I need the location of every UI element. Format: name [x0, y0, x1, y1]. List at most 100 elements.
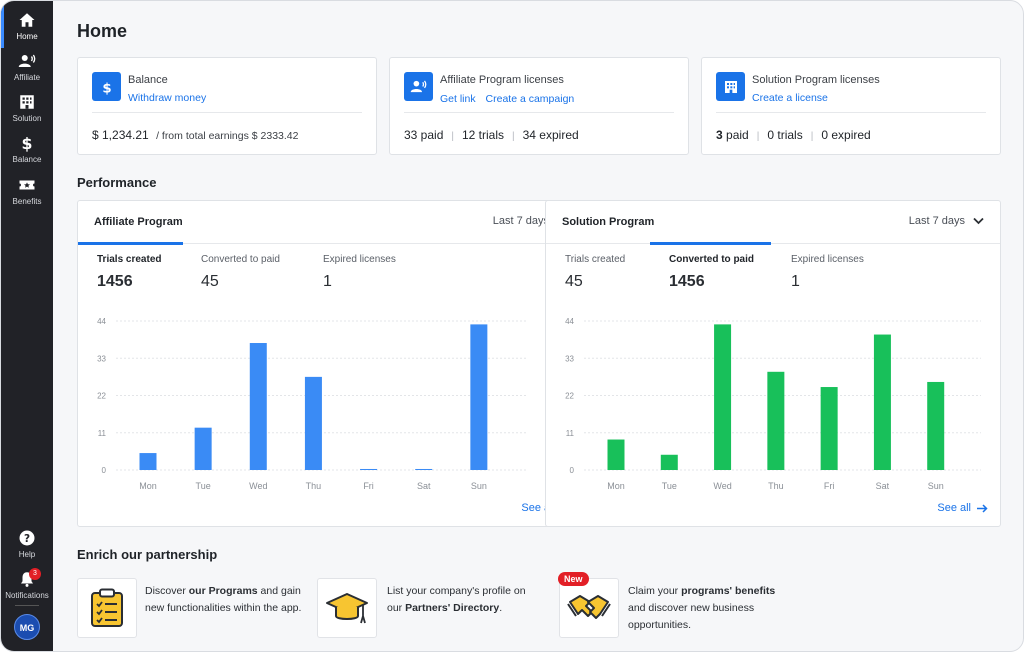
affiliate-links: Get link Create a campaign [440, 93, 581, 105]
total-earnings-text: / from total earnings $ 2333.42 [156, 130, 299, 142]
benefits-tile-icon-box[interactable] [559, 578, 619, 638]
ticket-icon [19, 180, 35, 190]
solution-program-title: Solution Program [562, 216, 655, 228]
sidebar-item-affiliate[interactable]: Affiliate [1, 49, 53, 89]
enrich-text-bold: Partners' Directory [405, 602, 500, 614]
dollar-icon: $ [92, 72, 121, 101]
directory-tile-icon-box[interactable] [317, 578, 377, 638]
home-icon [19, 13, 35, 27]
metric-tab-trials-created[interactable]: Trials created [565, 254, 626, 265]
y-tick-label: 11 [566, 429, 575, 438]
y-tick-label: 22 [97, 392, 106, 401]
bar-sat[interactable] [873, 334, 891, 470]
x-tick-label: Fri [363, 481, 374, 491]
bar-wed[interactable] [714, 324, 732, 470]
enrich-text-bold: programs' benefits [681, 585, 776, 597]
bar-wed[interactable] [249, 343, 267, 470]
trials-word: trials [777, 128, 803, 142]
y-tick-label: 22 [565, 392, 574, 401]
x-tick-label: Fri [824, 481, 835, 491]
enrich-title: Enrich our partnership [77, 547, 218, 562]
arrow-right-icon [977, 503, 988, 513]
create-license-link[interactable]: Create a license [752, 92, 828, 104]
notifications-button[interactable]: Notifications [1, 567, 53, 607]
see-all-label: See all [937, 502, 971, 514]
solution-performance-card: Solution Program Last 7 days Trials crea… [545, 200, 1001, 527]
x-tick-label: Tue [662, 481, 677, 491]
metric-tab-expired-licenses[interactable]: Expired licenses [791, 254, 864, 265]
balance-links: Withdraw money [128, 92, 213, 104]
bar-mon[interactable] [607, 439, 625, 470]
balance-amount: $ 1,234.21 [92, 128, 149, 142]
withdraw-money-link[interactable]: Withdraw money [128, 92, 207, 104]
metric-value-trials-created: 1456 [97, 273, 133, 290]
metric-tab-converted-to-paid[interactable]: Converted to paid [669, 254, 755, 265]
y-tick-label: 44 [97, 317, 106, 326]
bar-sun[interactable] [927, 381, 945, 470]
dollar-icon: $ [22, 134, 33, 152]
sidebar-item-home[interactable]: Home [1, 4, 53, 48]
sidebar-item-label: Balance [12, 155, 42, 164]
divider [78, 243, 584, 244]
y-tick-label: 0 [570, 466, 575, 475]
sidebar-divider [15, 605, 39, 606]
programs-tile-icon-box[interactable] [77, 578, 137, 638]
see-all-link[interactable]: See all [937, 502, 988, 514]
bar-thu[interactable] [304, 376, 322, 470]
y-tick-label: 33 [565, 354, 574, 363]
solution-bar-chart: 0 11 22 33 44 Mon Tue Wed Thu Fri Sat Sun [565, 317, 981, 491]
affiliate-stats: 33 paid | 12 trials | 34 expired [404, 128, 579, 142]
expired-count: 34 expired [522, 128, 579, 142]
metric-value-converted-to-paid: 45 [201, 273, 219, 290]
expired-count: 0 [821, 128, 828, 142]
bar-thu[interactable] [767, 371, 785, 470]
paid-count: 3 [716, 128, 723, 142]
trials-count: 0 [767, 128, 775, 142]
metric-value-expired-licenses: 1 [323, 273, 332, 290]
metric-tab-trials-created[interactable]: Trials created [97, 254, 162, 265]
solution-links: Create a license [752, 92, 835, 104]
bar-fri[interactable] [820, 387, 838, 470]
metric-tab-expired-licenses[interactable]: Expired licenses [323, 254, 396, 265]
balance-title: Balance [128, 74, 168, 86]
x-tick-label: Thu [306, 481, 322, 491]
graduation-cap-icon [326, 593, 368, 624]
enrich-text-part: List your company's profile on our [387, 585, 526, 614]
enrich-text-part: . [499, 602, 503, 614]
avatar[interactable]: MG [14, 614, 40, 640]
bar-sun[interactable] [470, 324, 488, 470]
bar-fri[interactable] [360, 468, 378, 470]
y-tick-label: 44 [565, 317, 574, 326]
enrich-text-part: Discover [145, 585, 189, 597]
svg-text:$: $ [22, 134, 33, 152]
active-tab-indicator [650, 242, 771, 245]
programs-tile-text: Discover our Programs and gain new funct… [145, 583, 305, 617]
balance-card: $ Balance Withdraw money $ 1,234.21 / fr… [77, 57, 377, 155]
affiliate-licenses-card: Affiliate Program licenses Get link Crea… [389, 57, 689, 155]
bar-tue[interactable] [194, 427, 212, 470]
svg-text:?: ? [24, 533, 30, 545]
chevron-down-icon [973, 217, 984, 225]
help-button[interactable]: ? Help [1, 526, 53, 566]
bar-mon[interactable] [139, 453, 157, 470]
date-range-dropdown[interactable]: Last 7 days [909, 215, 984, 227]
bar-tue[interactable] [660, 454, 678, 470]
sidebar-item-solution[interactable]: Solution [1, 90, 53, 130]
x-tick-label: Wed [249, 481, 267, 491]
help-icon: ? [19, 530, 35, 546]
performance-title: Performance [77, 175, 157, 190]
sidebar: Home Affiliate Solution $ Balance [1, 1, 53, 651]
directory-tile-text: List your company's profile on our Partn… [387, 583, 537, 617]
x-tick-label: Wed [713, 481, 731, 491]
enrich-text-part: and gain new functionalities within the … [145, 585, 302, 614]
metric-tab-converted-to-paid[interactable]: Converted to paid [201, 254, 280, 265]
affiliate-icon [18, 54, 36, 67]
x-tick-label: Mon [607, 481, 625, 491]
create-campaign-link[interactable]: Create a campaign [485, 93, 575, 105]
bar-sat[interactable] [415, 468, 433, 470]
sidebar-item-balance[interactable]: $ Balance [1, 131, 53, 171]
sidebar-item-benefits[interactable]: Benefits [1, 173, 53, 213]
get-link[interactable]: Get link [440, 93, 476, 105]
metric-value-expired-licenses: 1 [791, 273, 800, 290]
